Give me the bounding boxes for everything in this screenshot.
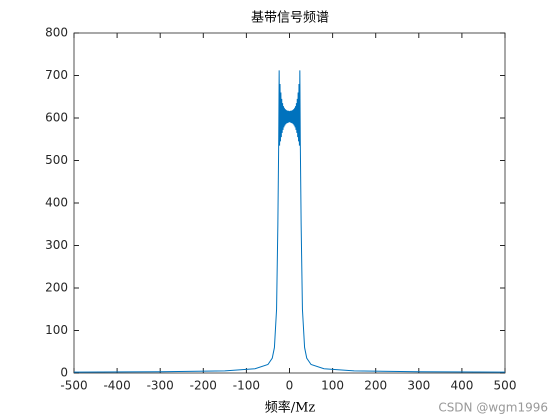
x-tick-label: -300: [147, 379, 174, 393]
y-tick-label: 300: [45, 238, 68, 252]
plot-area: [73, 32, 506, 374]
y-tick-label: 100: [45, 323, 68, 337]
x-tick-label: 0: [286, 379, 294, 393]
x-tick-label: 500: [494, 379, 517, 393]
x-tick-label: 200: [364, 379, 387, 393]
watermark: CSDN @wgm1996: [438, 401, 548, 415]
x-tick-label: -400: [103, 379, 130, 393]
y-tick-label: 500: [45, 153, 68, 167]
x-tick-label: -100: [233, 379, 260, 393]
line: [73, 70, 506, 373]
y-tick-label: 0: [60, 366, 68, 380]
x-tick-label: 300: [407, 379, 430, 393]
x-tick-label: 400: [450, 379, 473, 393]
x-tick-label: -200: [190, 379, 217, 393]
y-tick-label: 600: [45, 111, 68, 125]
y-tick-label: 800: [45, 26, 68, 40]
chart-title: 基带信号频谱: [251, 11, 329, 26]
x-tick-label: -500: [60, 379, 87, 393]
x-tick-label: 100: [321, 379, 344, 393]
y-tick-label: 700: [45, 68, 68, 82]
y-tick-label: 200: [45, 281, 68, 295]
x-axis-label: 频率/Mz: [265, 400, 316, 416]
y-tick-label: 400: [45, 196, 68, 210]
